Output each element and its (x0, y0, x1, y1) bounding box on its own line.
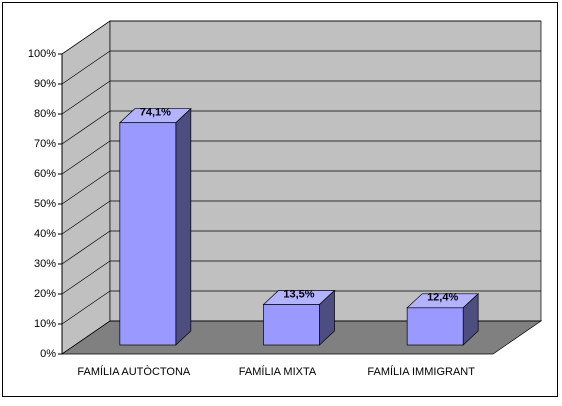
grid-line (61, 260, 111, 295)
bar (406, 307, 464, 346)
value-label: 12,4% (427, 292, 458, 304)
grid-line (61, 170, 111, 205)
grid-line (61, 110, 111, 145)
y-tick-label: 20% (34, 288, 56, 300)
bar (263, 304, 320, 346)
y-tick-label: 10% (34, 318, 56, 330)
grid-line (61, 20, 111, 55)
bar-side (175, 107, 192, 346)
grid-line (61, 320, 111, 355)
grid-line (61, 200, 111, 235)
x-tick-label: FAMÍLIA AUTÒCTONA (77, 365, 191, 378)
y-tick-label: 70% (34, 138, 56, 150)
grid-line (61, 50, 111, 85)
grid-line (61, 290, 111, 325)
grid-line (61, 140, 111, 175)
grid-line (61, 230, 111, 265)
value-label: 74,1% (140, 107, 171, 119)
bar (119, 122, 177, 346)
y-tick-label: 80% (34, 108, 56, 120)
y-tick-label: 40% (34, 228, 56, 240)
y-tick-label: 0% (40, 348, 56, 360)
y-tick-label: 90% (34, 78, 56, 90)
y-tick-label: 100% (28, 48, 56, 60)
y-tick-label: 30% (34, 258, 56, 270)
y-tick-label: 50% (34, 198, 56, 210)
x-tick-label: FAMÍLIA IMMIGRANT (367, 365, 475, 378)
grid-line (61, 80, 111, 115)
y-tick-label: 60% (34, 168, 56, 180)
x-tick-label: FAMÍLIA MIXTA (239, 365, 317, 378)
value-label: 13,5% (283, 288, 314, 300)
